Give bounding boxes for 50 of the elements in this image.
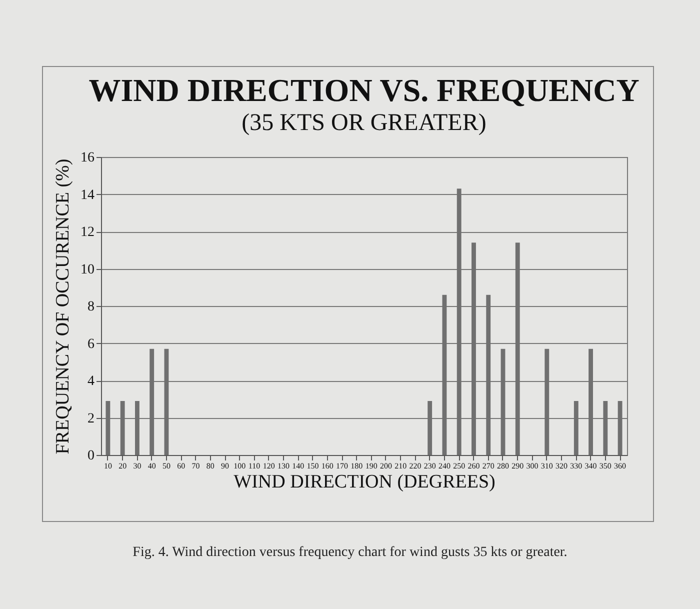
y-tick-label: 10 [80, 262, 94, 278]
y-tick-label: 0 [88, 448, 94, 464]
x-axis-title: WIND DIRECTION (DEGREES) [234, 472, 496, 492]
chart-subtitle: (35 KTS OR GREATER) [242, 110, 486, 136]
caption: Fig. 4. Wind direction versus frequency chart for wind gusts 35 kts or greater. [132, 545, 568, 561]
x-tick-label: 130 [278, 462, 290, 470]
x-tick-label: 50 [162, 462, 170, 470]
x-tick-label: 260 [468, 462, 480, 470]
y-tick-label: 14 [80, 188, 94, 203]
x-tick-label: 320 [556, 462, 568, 470]
x-tick-label: 90 [221, 462, 229, 470]
x-tick-label: 170 [336, 462, 348, 470]
x-tick-label: 20 [118, 462, 127, 470]
x-tick-label: 220 [409, 462, 422, 470]
x-tick-label: 280 [497, 462, 509, 470]
y-tick-label: 6 [88, 336, 94, 352]
y-tick-label: 16 [80, 150, 94, 166]
x-tick-label: 70 [192, 462, 200, 470]
x-tick-label: 60 [177, 462, 186, 470]
x-tick-label: 10 [104, 462, 112, 470]
x-tick-label: 250 [453, 462, 466, 470]
y-tick-label: 8 [88, 300, 94, 314]
x-tick-label: 290 [512, 462, 524, 470]
x-tick-label: 300 [526, 462, 538, 470]
x-tick-label: 80 [206, 462, 214, 470]
x-tick-label: 110 [248, 462, 260, 470]
x-tick-label: 40 [148, 462, 156, 470]
x-tick-label: 140 [292, 462, 304, 470]
x-tick-label: 350 [599, 462, 612, 470]
x-tick-label: 310 [540, 462, 553, 470]
x-tick-label: 120 [262, 462, 275, 470]
x-tick-label: 330 [570, 462, 582, 470]
y-tick-label: 12 [80, 225, 94, 240]
x-tick-label: 30 [133, 462, 142, 470]
y-tick-label: 4 [88, 374, 94, 389]
x-tick-label: 360 [614, 462, 626, 470]
y-axis-title: FREQUENCY OF OCCURENCE (%) [52, 158, 74, 454]
x-tick-label: 150 [306, 462, 319, 470]
x-tick-label: 270 [482, 462, 494, 470]
chart-title: WIND DIRECTION VS. FREQUENCY [88, 72, 640, 108]
x-tick-label: 210 [394, 462, 407, 470]
x-tick-label: 230 [424, 462, 436, 470]
x-tick-label: 190 [365, 462, 378, 470]
x-tick-label: 240 [438, 462, 450, 470]
x-tick-label: 180 [350, 462, 363, 470]
x-tick-label: 160 [321, 462, 334, 470]
y-tick-label: 2 [88, 411, 94, 426]
x-tick-label: 200 [380, 462, 392, 470]
x-tick-label: 340 [584, 462, 597, 470]
x-tick-label: 100 [234, 462, 246, 470]
